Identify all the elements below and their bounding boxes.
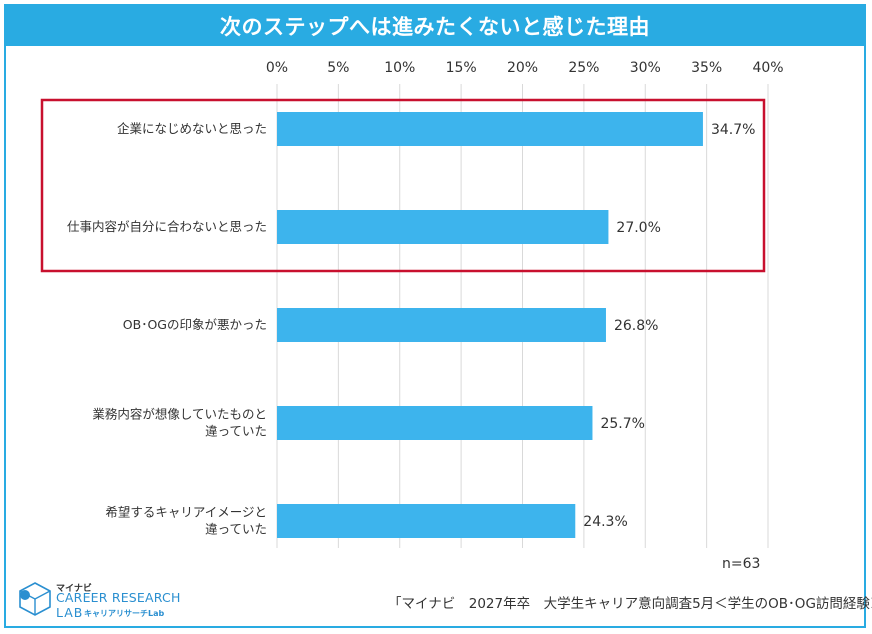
- bar: [277, 308, 606, 342]
- bar: [277, 210, 609, 244]
- x-tick-label: 10%: [384, 60, 415, 76]
- x-tick-label: 0%: [266, 60, 288, 76]
- logo-lab: LAB: [56, 605, 84, 620]
- chart-title: 次のステップへは進みたくないと感じた理由: [220, 15, 650, 39]
- bar: [277, 112, 703, 146]
- x-tick-label: 5%: [327, 60, 349, 76]
- category-label: OB･OGの印象が悪かった: [123, 317, 267, 332]
- source-citation: 「マイナビ 2027年卒 大学生キャリア意向調査5月＜学生のOB･OG訪問経験＞…: [388, 596, 872, 612]
- bar: [277, 406, 593, 440]
- bar: [277, 504, 576, 538]
- category-label: 希望するキャリアイメージと: [105, 505, 267, 520]
- data-label: 27.0%: [616, 220, 660, 236]
- category-label: 企業になじめないと思った: [117, 121, 267, 136]
- category-label: 仕事内容が自分に合わないと思った: [67, 219, 267, 234]
- category-label: 違っていた: [205, 522, 267, 537]
- x-tick-label: 20%: [507, 60, 538, 76]
- category-label: 違っていた: [205, 424, 267, 439]
- sample-size-note: n=63: [722, 556, 761, 572]
- highlight-box: [40, 98, 766, 273]
- x-tick-label: 35%: [691, 60, 722, 76]
- logo-sub: キャリアリサーチLab: [84, 609, 165, 618]
- cube-logo-icon: [19, 582, 51, 616]
- x-tick-label: 40%: [752, 60, 783, 76]
- data-label: 26.8%: [614, 318, 658, 334]
- data-label: 34.7%: [711, 122, 755, 138]
- logo: マイナビ CAREER RESEARCH LAB キャリアリサーチLab: [18, 581, 181, 621]
- category-label: 業務内容が想像していたものと: [92, 407, 267, 422]
- x-tick-label: 30%: [630, 60, 661, 76]
- data-label: 24.3%: [583, 514, 627, 530]
- x-tick-label: 15%: [446, 60, 477, 76]
- logo-brand: マイナビ: [56, 584, 92, 594]
- x-tick-label: 25%: [568, 60, 599, 76]
- data-label: 25.7%: [600, 416, 644, 432]
- logo-name: CAREER RESEARCH: [56, 590, 181, 605]
- title-bar: 次のステップへは進みたくないと感じた理由: [6, 6, 864, 46]
